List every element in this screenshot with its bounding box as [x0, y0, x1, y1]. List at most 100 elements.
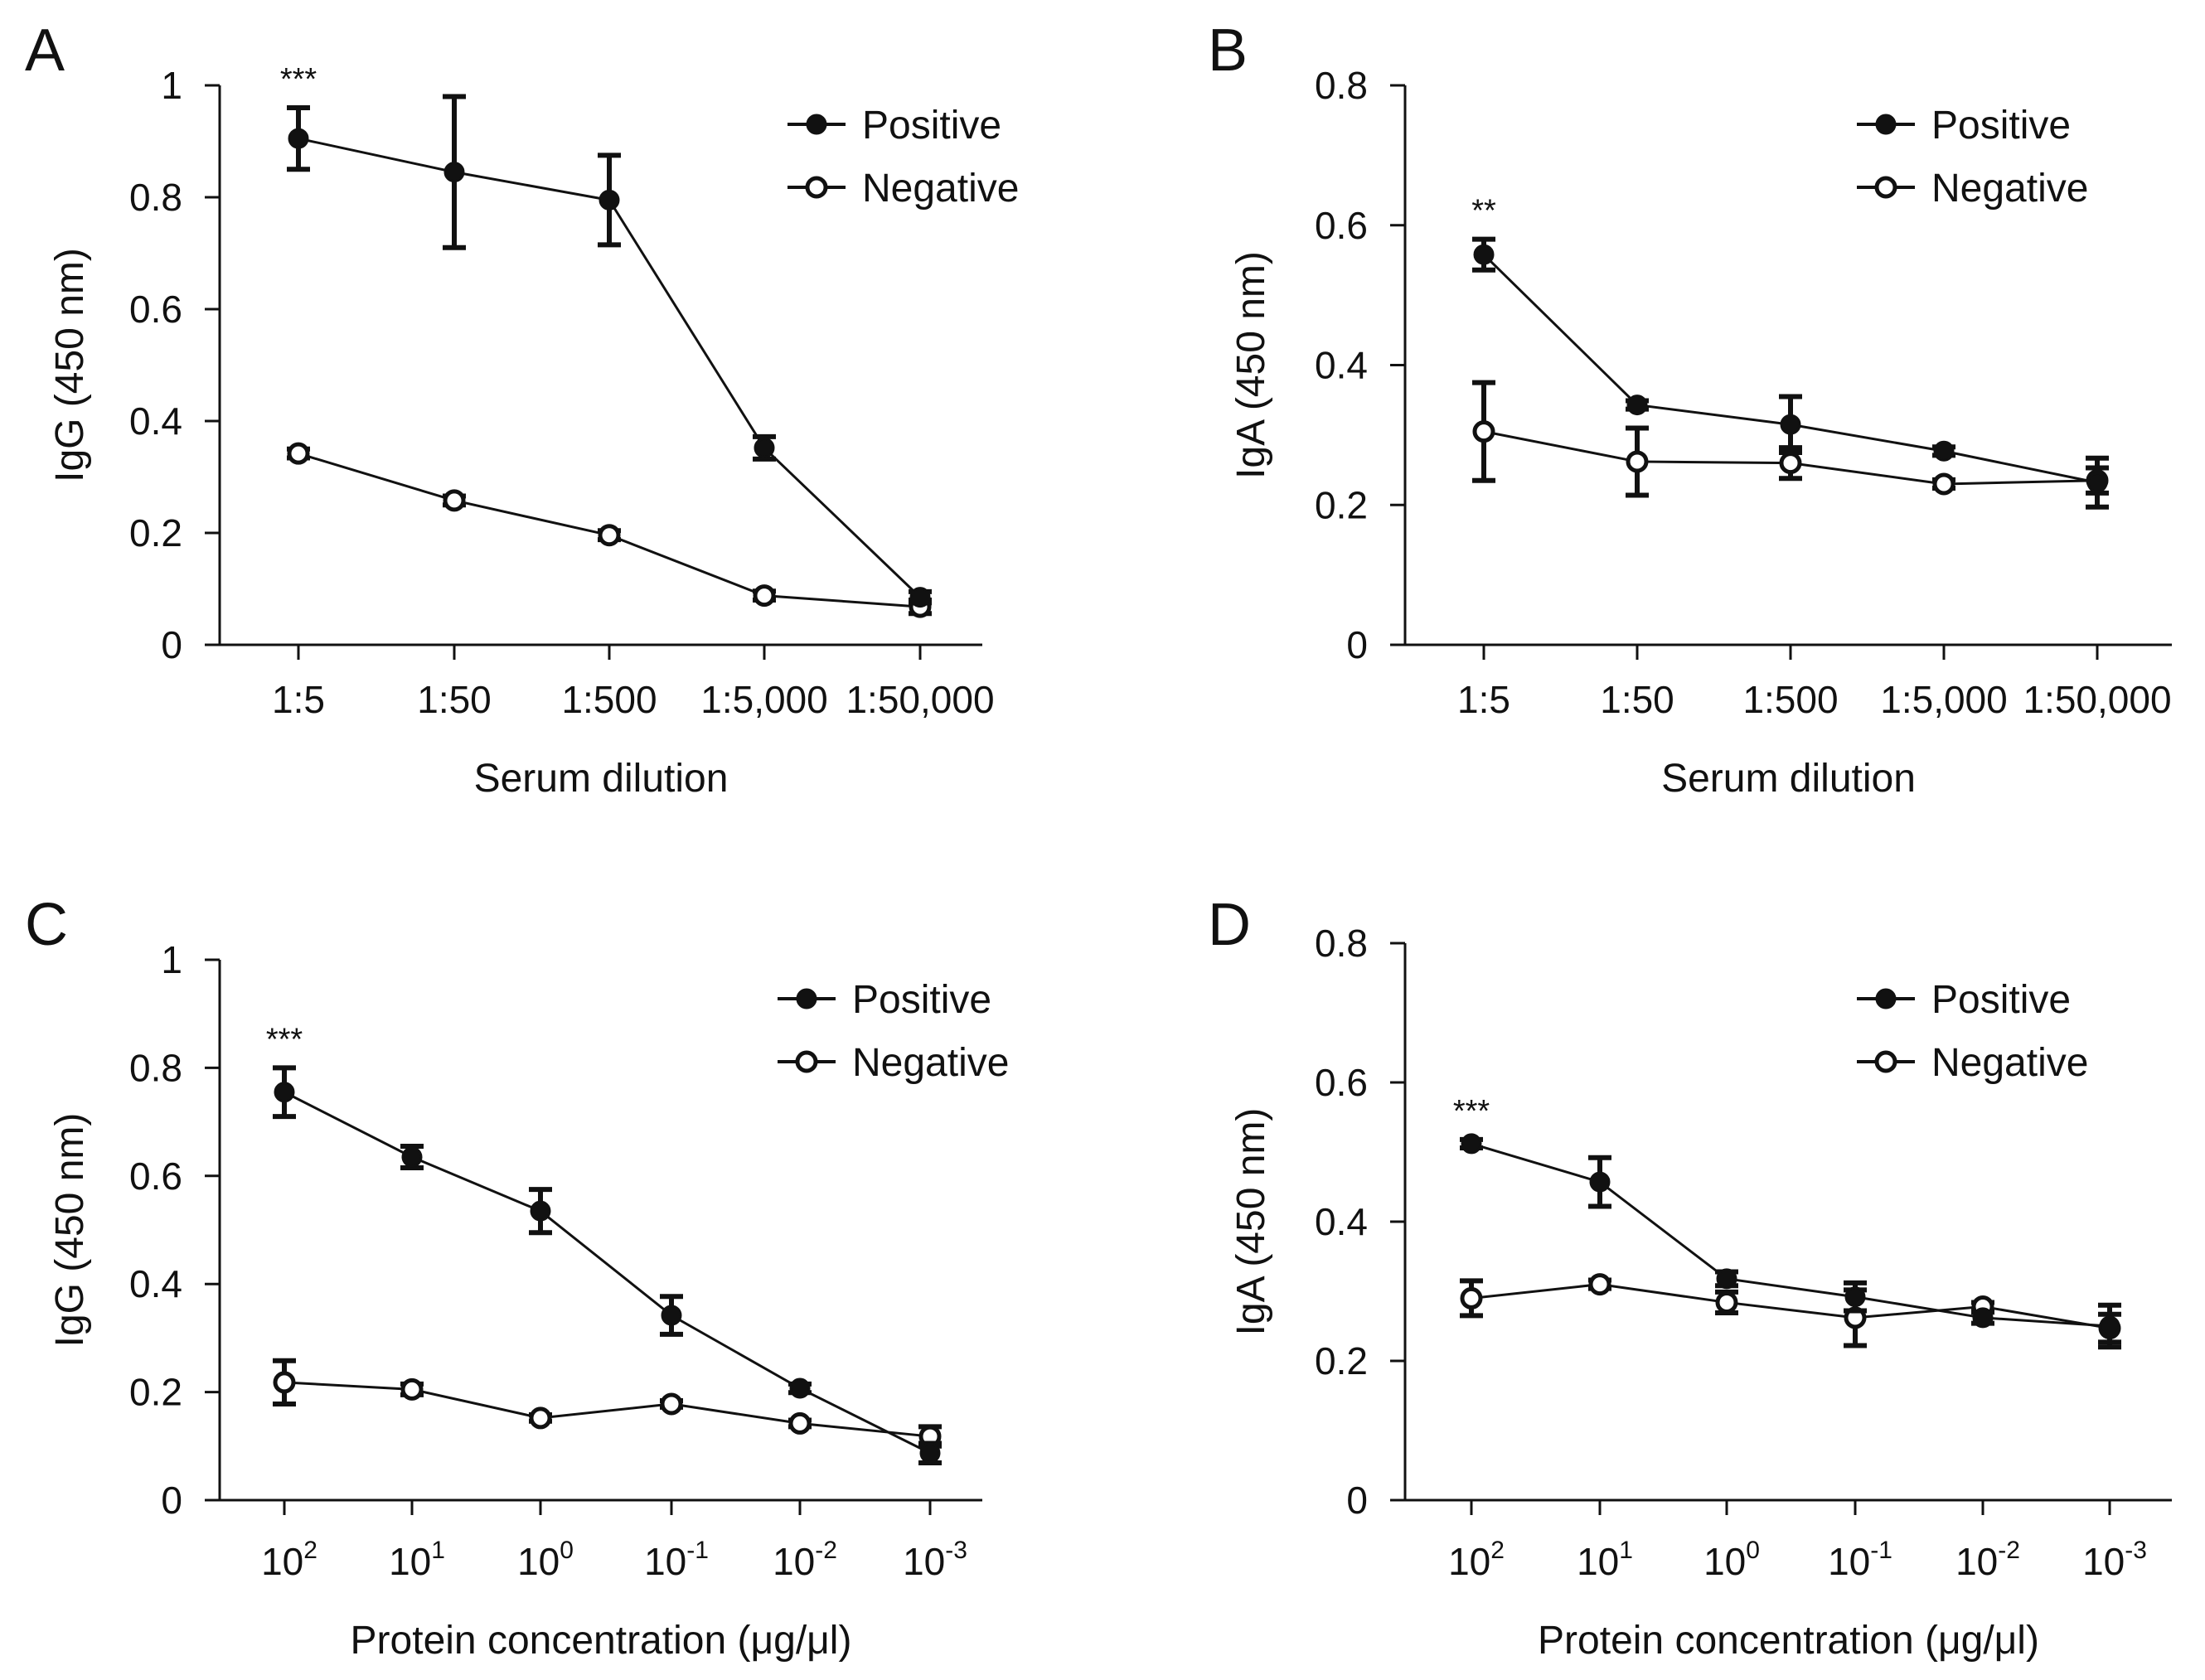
data-point-positive [1780, 414, 1801, 435]
legend: Positive Negative [1857, 104, 2088, 211]
y-tick-label: 0.4 [1315, 344, 1368, 387]
y-tick-label: 0.4 [129, 399, 182, 443]
data-point-negative [400, 1377, 424, 1401]
x-tick-label: 1:5,000 [700, 678, 827, 721]
panel-letter: D [1208, 892, 1251, 958]
y-tick-label: 0.6 [129, 288, 182, 331]
data-point-negative [598, 524, 621, 547]
x-tick-label: 1:5,000 [1880, 678, 2007, 721]
y-tick-label: 1 [161, 64, 182, 107]
y-tick-label: 0 [161, 623, 182, 666]
x-tick-label: 1:5 [1457, 678, 1510, 721]
x-axis-title: Protein concentration (μg/μl) [351, 1619, 852, 1663]
data-point-positive [919, 1442, 941, 1464]
series-line-positive [1471, 1142, 2110, 1328]
legend-marker-positive [796, 988, 817, 1009]
x-tick-label-base: 10 [389, 1540, 431, 1583]
y-tick-label: 0 [161, 1479, 182, 1522]
x-tick-label: 1:50 [417, 678, 492, 721]
significance-annotation: *** [280, 62, 317, 97]
x-tick-label: 1:50,000 [846, 678, 994, 721]
data-point-negative [1932, 472, 1955, 496]
legend-marker-positive [1875, 114, 1897, 135]
x-tick-label-base: 10 [773, 1540, 815, 1583]
y-tick-label: 0.2 [1315, 483, 1368, 526]
x-tick-label-exponent: 2 [303, 1537, 317, 1564]
y-tick-label: 0.8 [129, 176, 182, 219]
data-point-negative [1472, 420, 1495, 443]
x-axis-title: Serum dilution [474, 757, 729, 801]
legend-label-negative: Negative [1931, 167, 2088, 211]
legend-label-positive: Positive [1931, 104, 2071, 148]
data-point-positive [443, 162, 465, 183]
y-axis-title: IgG (450 nm) [48, 1113, 92, 1348]
data-point-positive [2099, 1315, 2120, 1337]
data-point-negative [287, 442, 310, 465]
legend: Positive Negative [778, 978, 1009, 1085]
data-point-negative [1626, 450, 1649, 473]
data-point-positive [288, 128, 309, 149]
y-tick-label: 0.6 [1315, 1061, 1368, 1104]
y-tick-label: 0.6 [129, 1155, 182, 1198]
data-point-negative [273, 1371, 296, 1394]
x-tick-label-exponent: 0 [560, 1537, 574, 1564]
data-point-positive [1716, 1268, 1737, 1290]
data-point-positive [661, 1305, 682, 1326]
legend-marker-positive [1875, 988, 1897, 1009]
series-line-positive [284, 1091, 931, 1455]
x-tick-label: 1:50 [1600, 678, 1674, 721]
data-point-negative [788, 1411, 812, 1435]
data-point-positive [1589, 1171, 1611, 1193]
data-point-positive [274, 1082, 295, 1103]
y-tick-label: 0.4 [129, 1262, 182, 1305]
x-tick-label-base: 10 [1703, 1540, 1746, 1583]
x-tick-label: 10-1 [1828, 1537, 1892, 1583]
legend-label-negative: Negative [852, 1041, 1009, 1085]
legend-label-positive: Positive [1931, 978, 2071, 1022]
x-tick-label: 10-2 [773, 1537, 837, 1583]
data-point-negative [1715, 1290, 1738, 1314]
legend-label-negative: Negative [862, 167, 1019, 211]
data-point-positive [1844, 1286, 1866, 1308]
y-tick-label: 0.8 [129, 1046, 182, 1089]
x-tick-label: 1:500 [1742, 678, 1838, 721]
x-tick-label: 10-1 [644, 1537, 709, 1583]
x-tick-label-exponent: -1 [686, 1537, 709, 1564]
y-tick-label: 0.2 [129, 511, 182, 554]
x-tick-label-exponent: 1 [1619, 1537, 1633, 1564]
x-tick-label: 10-3 [903, 1537, 967, 1583]
data-point-positive [1972, 1307, 1994, 1329]
x-axis-title: Serum dilution [1661, 757, 1916, 801]
data-point-negative [753, 584, 776, 608]
legend-marker-negative [1874, 176, 1897, 199]
data-point-positive [401, 1146, 423, 1168]
legend-label-negative: Negative [1931, 1041, 2088, 1085]
y-tick-label: 0.8 [1315, 922, 1368, 965]
data-point-positive [530, 1200, 551, 1222]
series-line-negative [284, 1381, 931, 1438]
x-tick-label-base: 10 [644, 1540, 686, 1583]
panel-a: A 0 0.2 0.4 0.6 0.8 1 1:5 1:50 1:500 1:5,000 1:50,0… [25, 17, 1019, 801]
y-tick-label: 0.2 [129, 1371, 182, 1414]
x-tick-label-exponent: -3 [2125, 1537, 2147, 1564]
panel-letter: C [25, 892, 68, 958]
data-point-positive [789, 1377, 811, 1399]
legend-label-positive: Positive [862, 104, 1001, 148]
data-point-negative [1779, 452, 1802, 475]
x-tick-label-base: 10 [261, 1540, 303, 1583]
data-point-positive [1933, 440, 1955, 462]
y-tick-label: 0 [1346, 1479, 1368, 1522]
x-tick-label: 10-2 [1955, 1537, 2020, 1583]
legend: Positive Negative [788, 104, 1019, 211]
x-tick-label-base: 10 [1577, 1540, 1619, 1583]
y-axis-title: IgA (450 nm) [1229, 251, 1273, 479]
data-point-negative [1460, 1286, 1483, 1310]
x-tick-label: 102 [261, 1537, 317, 1583]
data-point-positive [1626, 395, 1648, 416]
data-point-positive [2086, 472, 2108, 493]
y-axis-title: IgA (450 nm) [1229, 1108, 1273, 1336]
y-axis-title: IgG (450 nm) [48, 248, 92, 482]
series-line-negative [1471, 1283, 2110, 1329]
